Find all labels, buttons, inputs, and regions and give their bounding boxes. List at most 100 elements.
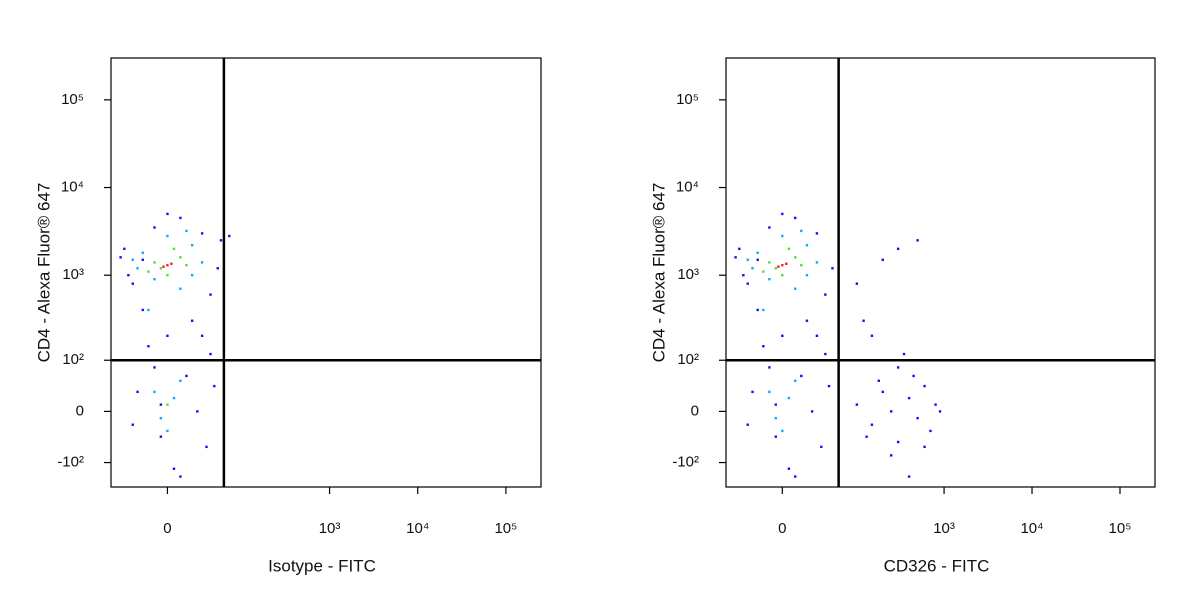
event-dot: [862, 319, 865, 322]
x-tick-label: 0: [778, 520, 786, 537]
event-dot: [774, 416, 777, 420]
event-dot: [827, 384, 831, 388]
y-tick-label: 10³: [677, 266, 699, 283]
event-dot: [159, 403, 163, 406]
event-dot: [742, 273, 745, 277]
y-axis-label: CD4 - Alexa Fluor® 647: [649, 183, 668, 363]
event-dot: [820, 445, 823, 449]
event-dot: [870, 423, 874, 426]
x-tick-label: 10⁴: [406, 520, 429, 537]
plot-frame: [725, 57, 1156, 488]
event-dot: [870, 334, 874, 337]
event-dot: [136, 267, 139, 270]
event-dot: [209, 293, 212, 296]
event-dot: [153, 278, 156, 281]
event-dot: [179, 256, 182, 259]
event-dot: [166, 429, 169, 433]
event-dot: [805, 243, 809, 247]
event-dot: [787, 467, 791, 470]
event-dot: [800, 229, 803, 233]
event-dot: [185, 264, 188, 267]
event-dot: [774, 403, 777, 406]
event-dot: [159, 416, 163, 420]
event-dot: [855, 403, 859, 406]
x-axis-label: CD326 - FITC: [884, 556, 990, 575]
event-dot: [781, 234, 784, 238]
event-dot: [746, 282, 749, 285]
event-dot: [774, 267, 777, 270]
event-dot: [781, 273, 784, 277]
event-dot: [805, 319, 809, 322]
event-dot: [907, 396, 911, 400]
event-dot: [768, 390, 771, 394]
event-dot: [768, 226, 771, 229]
event-dot: [815, 261, 819, 264]
event-dot: [166, 334, 169, 337]
event-dot: [131, 258, 134, 261]
event-dot: [166, 234, 169, 238]
event-dot: [185, 229, 188, 233]
x-tick-label: 10³: [319, 520, 341, 537]
event-dot: [815, 232, 819, 235]
event-dot: [131, 282, 134, 285]
event-dot: [166, 212, 169, 216]
event-dot: [209, 352, 212, 356]
event-dot: [794, 256, 797, 259]
event-dot: [153, 226, 156, 229]
event-dot: [172, 247, 176, 251]
event-dot: [166, 403, 169, 406]
event-dot: [800, 374, 803, 378]
y-tick-label: 10²: [62, 351, 84, 368]
event-dot: [890, 454, 893, 457]
event-dot: [787, 247, 791, 251]
event-dot: [794, 475, 797, 478]
event-dot: [896, 247, 900, 251]
event-dot: [781, 264, 784, 267]
event-dot: [200, 261, 204, 264]
event-dot: [762, 270, 765, 273]
event-dot: [228, 234, 231, 238]
event-dot: [172, 467, 176, 470]
event-dot: [213, 384, 216, 388]
event-dot: [216, 267, 219, 270]
event-dot: [751, 390, 754, 394]
event-dot: [794, 216, 797, 220]
event-dot: [877, 379, 880, 382]
event-dot: [800, 264, 803, 267]
event-dot: [912, 374, 915, 378]
event-dot: [916, 416, 919, 420]
event-dot: [196, 410, 199, 413]
event-dot: [824, 352, 827, 356]
event-dot: [734, 256, 737, 259]
event-dot: [756, 258, 759, 261]
event-dot: [824, 293, 827, 296]
event-dot: [153, 261, 156, 264]
y-tick-label: 10⁴: [676, 179, 699, 196]
event-dot: [916, 239, 919, 242]
event-dot: [166, 273, 169, 277]
event-dot: [890, 410, 893, 413]
event-dot: [119, 256, 122, 259]
event-dot: [205, 445, 208, 449]
event-dot: [179, 379, 182, 382]
event-dot: [768, 278, 771, 281]
x-tick-label: 0: [163, 520, 171, 537]
event-dot: [815, 334, 819, 337]
event-dot: [179, 475, 182, 478]
event-dot: [756, 308, 759, 312]
event-dot: [200, 232, 204, 235]
event-dot: [127, 273, 130, 277]
event-dot: [190, 319, 194, 322]
event-dot: [166, 264, 169, 267]
y-tick-label: 0: [76, 402, 84, 419]
event-dot: [781, 212, 784, 216]
event-dot: [141, 308, 144, 312]
y-tick-label: 10²: [677, 351, 699, 368]
event-dot: [147, 345, 150, 348]
event-dot: [794, 287, 797, 290]
event-dot: [172, 396, 176, 400]
event-dot: [934, 403, 937, 406]
y-tick-label: -10²: [57, 454, 84, 471]
event-dot: [190, 243, 194, 247]
